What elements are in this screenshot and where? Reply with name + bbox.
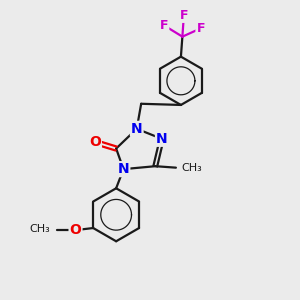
Text: N: N [131,122,142,136]
Text: N: N [156,132,168,146]
Text: F: F [196,22,205,35]
Text: CH₃: CH₃ [182,163,202,173]
Text: F: F [180,9,188,22]
Text: O: O [89,135,101,149]
Text: O: O [70,223,82,236]
Text: CH₃: CH₃ [29,224,50,235]
Text: N: N [118,162,129,176]
Text: F: F [160,19,168,32]
